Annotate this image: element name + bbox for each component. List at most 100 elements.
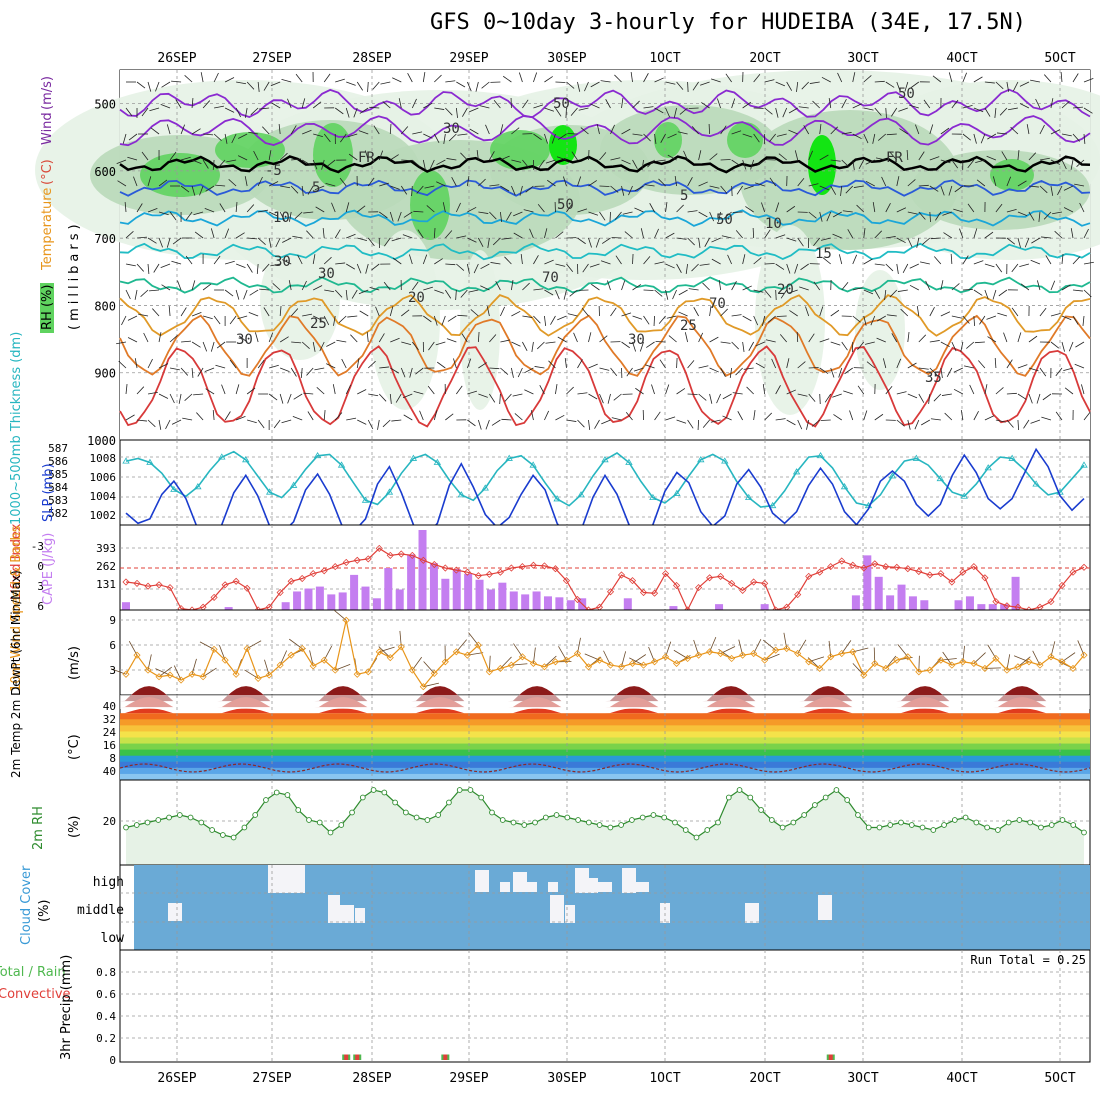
y-tick-label: 20 <box>103 815 116 828</box>
li-point <box>298 574 306 583</box>
wind-barb <box>813 237 821 247</box>
wind-barb <box>753 257 762 265</box>
wind-barb <box>178 393 182 404</box>
temperature-band <box>120 743 1090 751</box>
wind-barb <box>944 412 953 421</box>
cape-bar <box>509 591 518 610</box>
y-tick-label: 24 <box>103 726 117 739</box>
wind-barb <box>1061 254 1064 265</box>
wind-barb <box>268 150 272 161</box>
wind-barb <box>446 158 457 161</box>
wind-barb <box>950 253 953 265</box>
wind-barb <box>1061 652 1076 663</box>
wind-barb <box>290 185 299 194</box>
wind10m-point <box>661 653 670 661</box>
wind-barb <box>886 314 897 317</box>
y-tick-label: low <box>101 931 125 946</box>
wind-barb <box>401 309 410 317</box>
wind-barb <box>709 185 720 189</box>
wind-barb <box>180 156 191 161</box>
li-point <box>397 550 405 558</box>
wind-barb <box>918 367 929 370</box>
wind-barb <box>166 237 171 248</box>
wind10m-point <box>617 663 626 671</box>
wind-barb <box>595 237 600 248</box>
wind-barb <box>1042 393 1052 401</box>
wind-barb <box>973 315 975 327</box>
wind-barb <box>830 185 837 195</box>
wind-barb <box>392 257 402 265</box>
wind-barb <box>789 310 798 317</box>
wind-barb <box>467 390 478 395</box>
rh-point <box>790 819 797 826</box>
wind-barb <box>711 237 721 243</box>
wind-barb <box>539 384 545 395</box>
wind-barb <box>1045 255 1052 265</box>
cloud-clear <box>168 903 182 921</box>
wind10m-point <box>695 651 703 659</box>
wind-barb <box>158 666 173 678</box>
wind-barb <box>929 306 935 317</box>
wind10m-point <box>276 661 284 669</box>
wind-barb <box>933 256 942 265</box>
wind-barb <box>268 181 279 187</box>
wind-barb <box>290 367 297 377</box>
wind-barb <box>776 133 787 137</box>
wind-barb <box>588 393 598 400</box>
rh-shade <box>370 230 440 410</box>
wind-barb <box>268 332 274 343</box>
wind-barb <box>323 410 326 421</box>
wind-barb <box>907 211 918 215</box>
wind-barb <box>933 393 942 402</box>
wind-barb <box>920 419 931 426</box>
wind10m-point <box>199 673 207 681</box>
wind-barb <box>922 237 931 245</box>
li-point <box>342 558 350 566</box>
wind-barb <box>1070 228 1074 239</box>
wind-barb <box>253 150 259 161</box>
wind-barb <box>334 289 343 298</box>
wind-barb <box>499 211 503 222</box>
rh-point <box>586 819 592 826</box>
x-tick-label-top: 28SEP <box>352 51 391 66</box>
wind-barb <box>416 185 424 194</box>
thickness-point <box>960 492 968 499</box>
wind-barb <box>709 367 719 373</box>
wind-barb <box>243 289 248 300</box>
temperature-contour <box>119 179 1091 197</box>
wind-barb <box>555 231 564 239</box>
wind-barb <box>621 312 632 317</box>
wind-barb <box>334 229 341 239</box>
wind-barb <box>1039 124 1045 135</box>
wind-barb <box>852 315 861 323</box>
wind-barb <box>570 107 578 116</box>
wind-barb <box>967 159 975 169</box>
temperature-contour <box>119 242 1091 261</box>
wind-barb <box>708 123 711 135</box>
wind-barb <box>514 413 523 421</box>
wind-barb <box>294 211 303 220</box>
wind-barb <box>588 363 598 369</box>
wind10m-point <box>739 651 747 659</box>
wind-barb <box>697 419 699 431</box>
wind-barb <box>545 341 556 344</box>
wind-barb <box>863 133 869 144</box>
wind-barb <box>281 419 292 424</box>
wind10m-point <box>331 666 339 674</box>
wind-barb <box>456 639 467 653</box>
wind-barb <box>769 133 776 143</box>
wind10m-point <box>320 656 328 664</box>
wind-barb <box>946 367 953 378</box>
wind-barb <box>158 237 163 248</box>
wind-barb <box>478 211 489 214</box>
y-tick-label: 1004 <box>90 490 117 503</box>
wind-barb <box>1072 106 1083 109</box>
wind-barb <box>720 367 726 377</box>
wind-barb <box>875 157 886 161</box>
y-tick-label: 262 <box>96 560 116 573</box>
wind-barb <box>837 72 843 83</box>
cape-bar <box>384 568 393 610</box>
li-point <box>739 586 747 594</box>
wind-barb <box>844 367 853 375</box>
wind-barb <box>246 263 253 273</box>
